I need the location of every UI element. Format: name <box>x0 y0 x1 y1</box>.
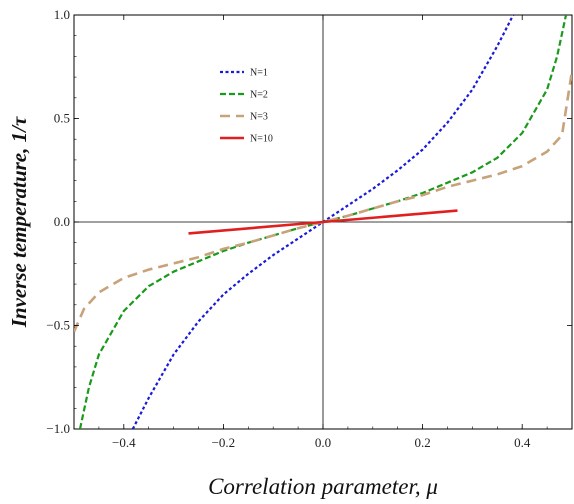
x-tick-label: 0.2 <box>414 435 430 450</box>
legend-label: N=2 <box>250 90 268 101</box>
series-line-n-10 <box>188 209 458 235</box>
y-tick-label: −0.5 <box>46 318 70 333</box>
ticks-layer: −0.4 −0.2 0.0 0.2 0.4 −1.0 −0.5 0.0 0.5 1.0 <box>46 7 573 450</box>
legend-label: N=1 <box>250 68 268 79</box>
y-axis-title: Inverse temperature, 1/τ <box>7 116 31 328</box>
legend-label: N=3 <box>250 112 268 123</box>
legend: N=1 N=2 N=3 N=10 <box>220 68 273 145</box>
y-tick-label: 1.0 <box>54 7 70 22</box>
y-tick-label: 0.0 <box>54 214 70 229</box>
x-axis-title: Correlation parameter, μ <box>208 474 438 499</box>
x-tick-label: 0.4 <box>514 435 531 450</box>
series-line-n-3 <box>74 70 572 333</box>
y-tick-label: 0.5 <box>54 111 70 126</box>
y-tick-label: −1.0 <box>46 421 70 436</box>
x-tick-label: −0.4 <box>112 435 136 450</box>
legend-label: N=10 <box>250 134 273 145</box>
x-tick-label: 0.0 <box>315 435 331 450</box>
series-layer <box>74 15 572 429</box>
x-tick-label: −0.2 <box>212 435 236 450</box>
